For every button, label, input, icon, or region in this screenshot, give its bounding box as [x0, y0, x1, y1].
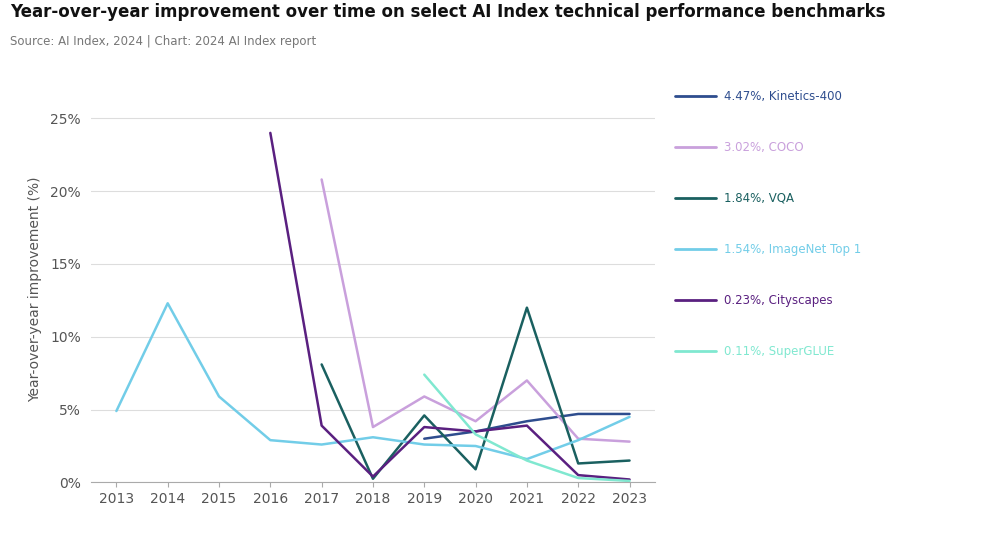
- Text: 3.02%, COCO: 3.02%, COCO: [724, 141, 803, 154]
- Text: Source: AI Index, 2024 | Chart: 2024 AI Index report: Source: AI Index, 2024 | Chart: 2024 AI …: [10, 35, 317, 48]
- Text: 1.84%, VQA: 1.84%, VQA: [724, 192, 793, 205]
- Text: 1.54%, ImageNet Top 1: 1.54%, ImageNet Top 1: [724, 243, 861, 256]
- Text: Year-over-year improvement over time on select AI Index technical performance be: Year-over-year improvement over time on …: [10, 3, 886, 21]
- Text: 0.11%, SuperGLUE: 0.11%, SuperGLUE: [724, 345, 834, 358]
- Y-axis label: Year-over-year improvement (%): Year-over-year improvement (%): [28, 177, 42, 402]
- Text: 0.23%, Cityscapes: 0.23%, Cityscapes: [724, 294, 833, 307]
- Text: 4.47%, Kinetics-400: 4.47%, Kinetics-400: [724, 90, 842, 103]
